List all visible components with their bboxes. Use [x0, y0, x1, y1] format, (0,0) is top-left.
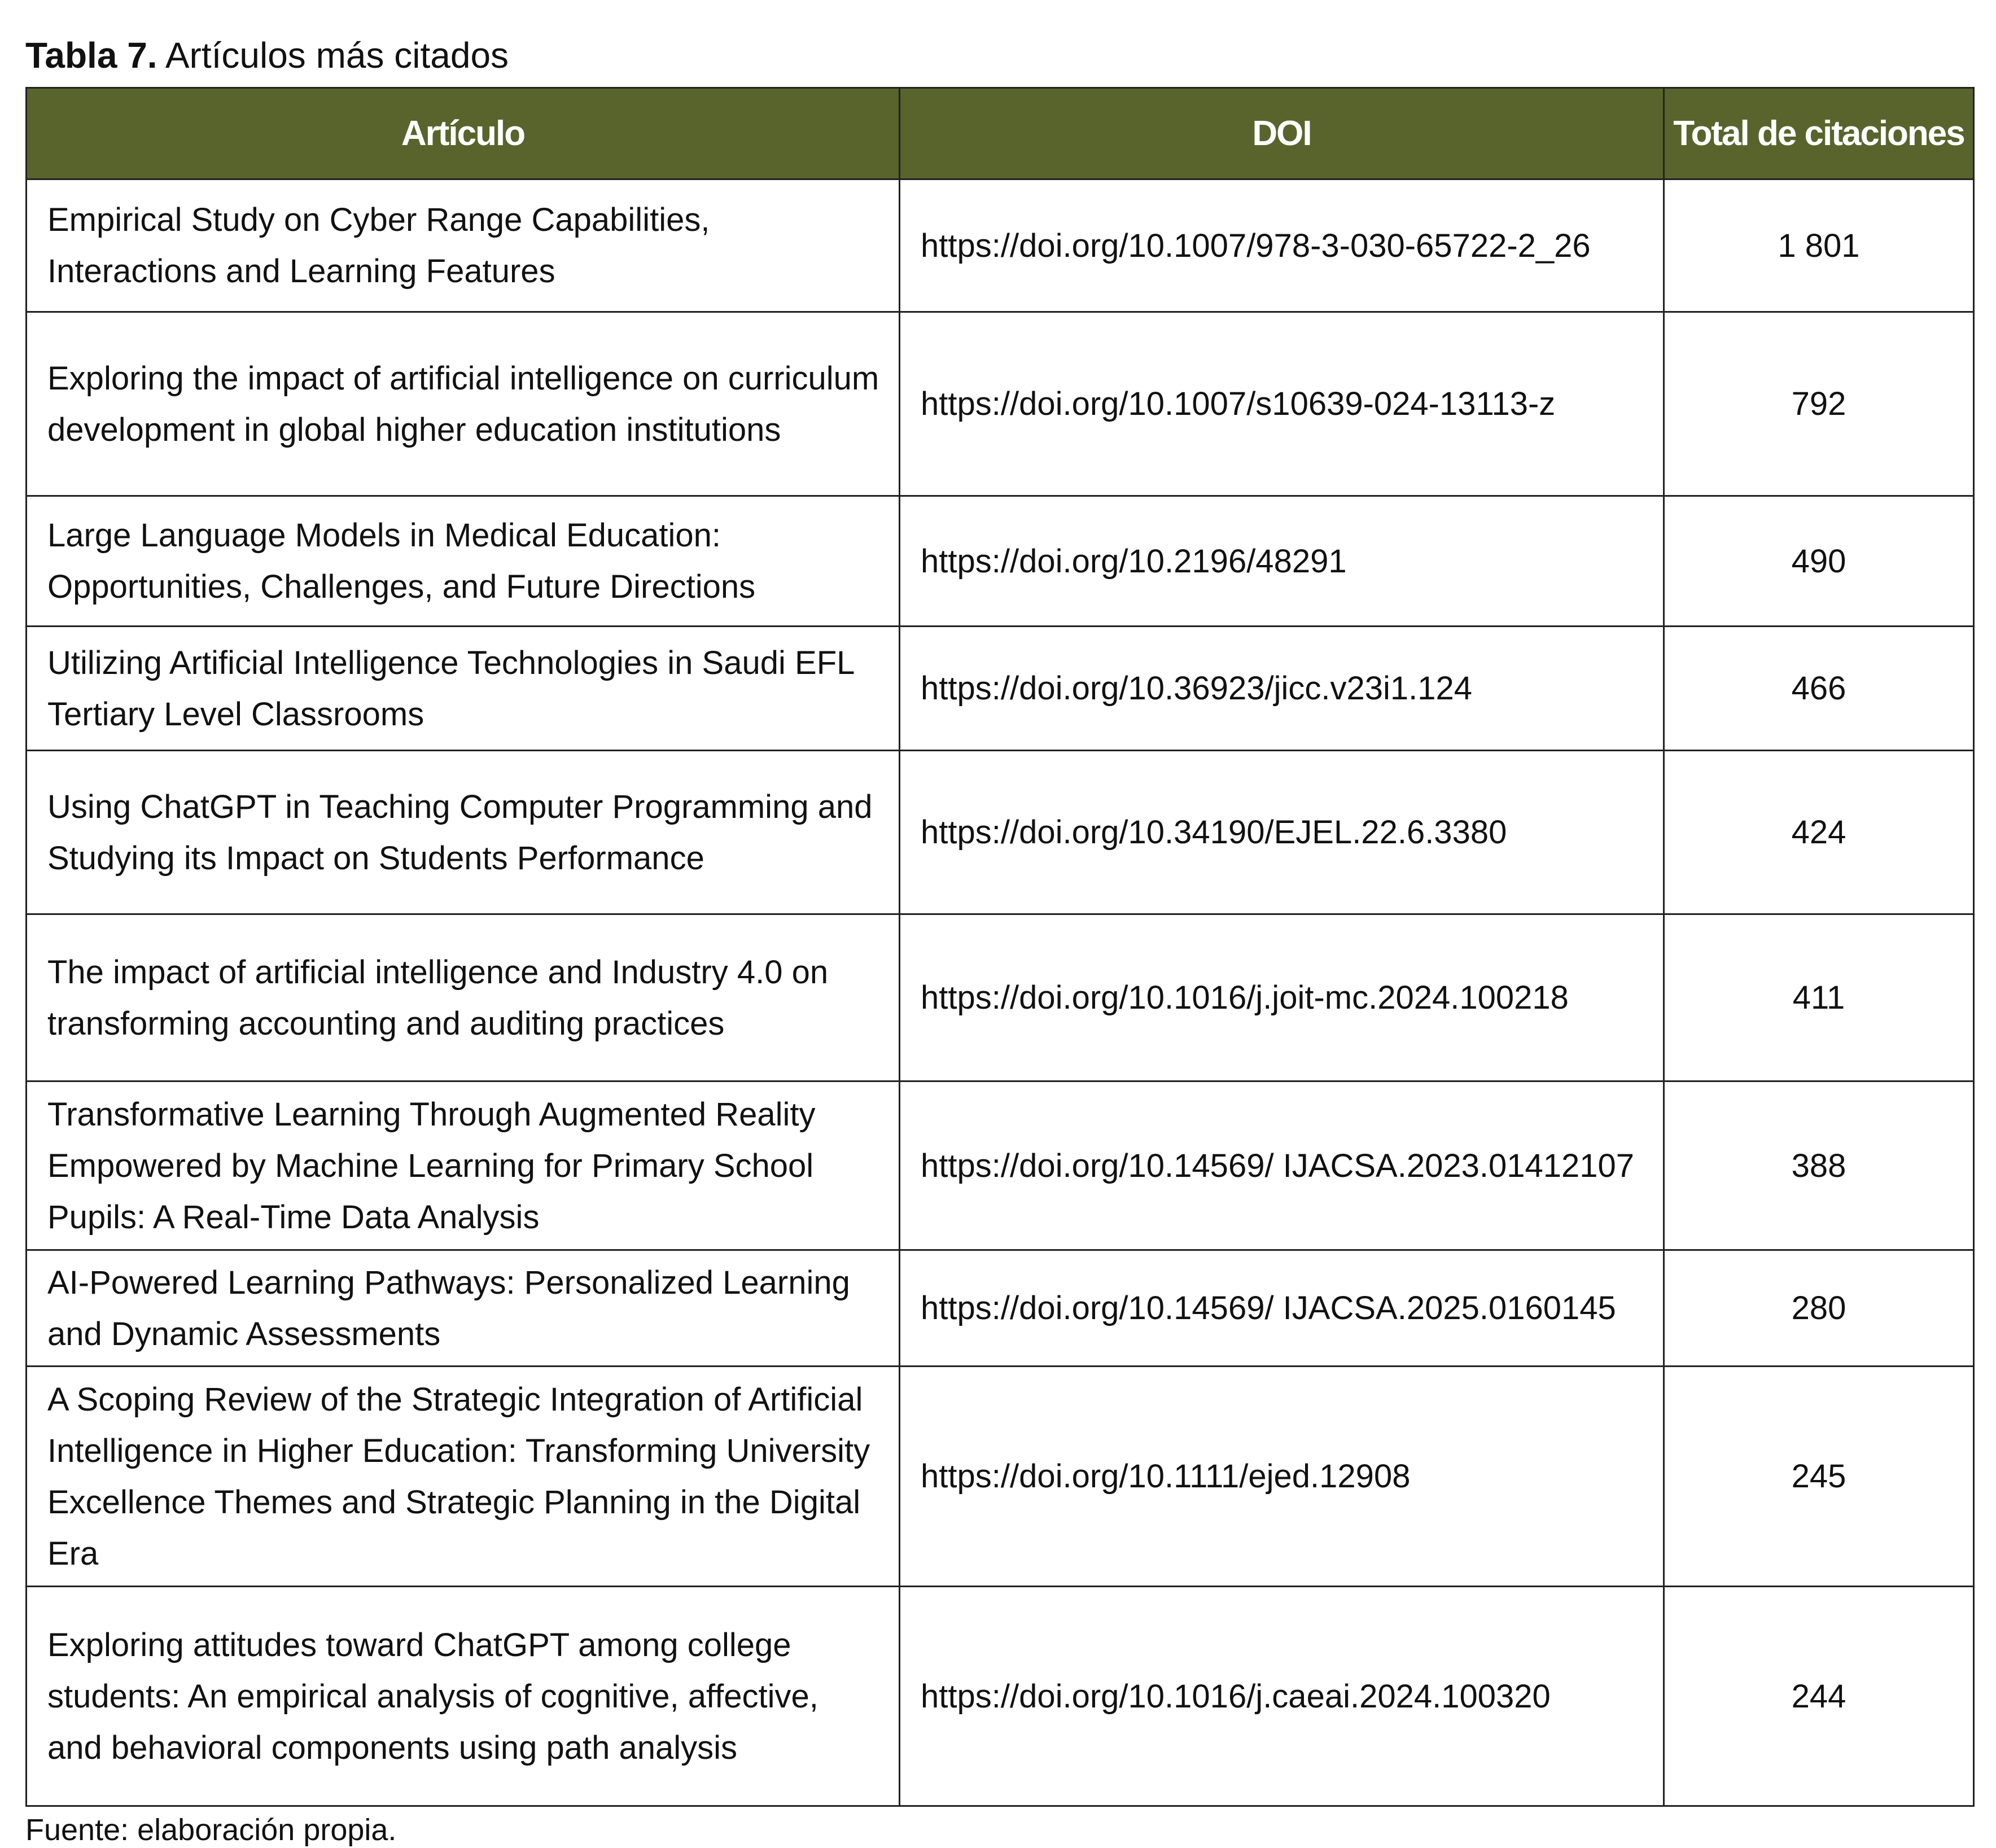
doi: https://doi.org/10.1007/978-3-030-65722-…: [899, 178, 1665, 313]
table-row: Empirical Study on Cyber Range Capabilit…: [25, 178, 1975, 313]
doi: https://doi.org/10.1111/ejed.12908: [899, 1365, 1665, 1587]
caption-title: Artículos más citados: [165, 35, 509, 76]
article-title: Utilizing Artificial Intelligence Techno…: [25, 625, 900, 751]
source-note: Fuente: elaboración propia.: [25, 1813, 397, 1847]
table-body: Empirical Study on Cyber Range Capabilit…: [25, 178, 1975, 1807]
article-title: The impact of artificial intelligence an…: [25, 913, 900, 1082]
article-title: Exploring attitudes toward ChatGPT among…: [25, 1586, 900, 1807]
column-header: DOI: [899, 87, 1665, 180]
citation-count: 424: [1663, 750, 1975, 915]
article-title: Large Language Models in Medical Educati…: [25, 495, 900, 627]
citation-count: 411: [1663, 913, 1975, 1082]
doi: https://doi.org/10.34190/EJEL.22.6.3380: [899, 750, 1665, 915]
doi: https://doi.org/10.1007/s10639-024-13113…: [899, 311, 1665, 497]
citation-count: 244: [1663, 1586, 1975, 1807]
citation-count: 792: [1663, 311, 1975, 497]
article-title: A Scoping Review of the Strategic Integr…: [25, 1365, 900, 1587]
doi: https://doi.org/10.36923/jicc.v23i1.124: [899, 625, 1665, 751]
article-title: Exploring the impact of artificial intel…: [25, 311, 900, 497]
article-title: Using ChatGPT in Teaching Computer Progr…: [25, 750, 900, 915]
table-row: Using ChatGPT in Teaching Computer Progr…: [25, 750, 1975, 915]
citation-count: 466: [1663, 625, 1975, 751]
column-header: Total de citaciones: [1663, 87, 1975, 180]
doi: https://doi.org/10.14569/ IJACSA.2023.01…: [899, 1080, 1665, 1251]
citation-count: 490: [1663, 495, 1975, 627]
caption-label: Tabla 7.: [25, 35, 157, 76]
table-row: Large Language Models in Medical Educati…: [25, 495, 1975, 627]
table-row: Transformative Learning Through Augmente…: [25, 1080, 1975, 1251]
citation-count: 388: [1663, 1080, 1975, 1251]
table-row: Exploring attitudes toward ChatGPT among…: [25, 1586, 1975, 1807]
header-row: Artículo DOI Total de citaciones: [25, 87, 1975, 180]
article-title: AI-Powered Learning Pathways: Personaliz…: [25, 1249, 900, 1367]
table-row: Exploring the impact of artificial intel…: [25, 311, 1975, 497]
table-row: A Scoping Review of the Strategic Integr…: [25, 1365, 1975, 1587]
citation-count: 245: [1663, 1365, 1975, 1587]
table-caption: Tabla 7. Artículos más citados: [25, 34, 509, 77]
citation-count: 280: [1663, 1249, 1975, 1367]
table-row: The impact of artificial intelligence an…: [25, 913, 1975, 1082]
table: Artículo DOI Total de citaciones Empirical…: [25, 87, 1975, 1807]
column-header: Artículo: [25, 87, 900, 180]
doi: https://doi.org/10.2196/48291: [899, 495, 1665, 627]
table-row: Utilizing Artificial Intelligence Techno…: [25, 625, 1975, 751]
doi: https://doi.org/10.14569/ IJACSA.2025.01…: [899, 1249, 1665, 1367]
table-row: AI-Powered Learning Pathways: Personaliz…: [25, 1249, 1975, 1367]
article-title: Transformative Learning Through Augmente…: [25, 1080, 900, 1251]
doi: https://doi.org/10.1016/j.caeai.2024.100…: [899, 1586, 1665, 1807]
article-title: Empirical Study on Cyber Range Capabilit…: [25, 178, 900, 313]
doi: https://doi.org/10.1016/j.joit-mc.2024.1…: [899, 913, 1665, 1082]
citation-count: 1 801: [1663, 178, 1975, 313]
